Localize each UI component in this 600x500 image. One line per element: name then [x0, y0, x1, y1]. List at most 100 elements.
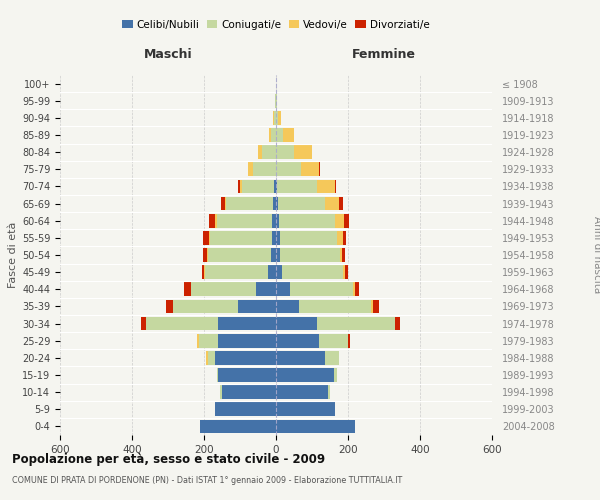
Bar — [215, 351, 276, 364]
Bar — [280, 231, 337, 244]
Bar — [299, 300, 371, 314]
Bar — [279, 214, 335, 228]
Bar — [202, 266, 204, 279]
Bar — [341, 248, 345, 262]
Bar — [276, 180, 277, 194]
Bar — [272, 231, 276, 244]
Bar — [395, 316, 400, 330]
Bar — [280, 248, 340, 262]
Bar — [328, 386, 330, 399]
Bar — [337, 231, 343, 244]
Text: Maschi: Maschi — [143, 48, 193, 62]
Text: Femmine: Femmine — [352, 48, 416, 62]
Bar — [197, 334, 199, 347]
Bar — [276, 196, 278, 210]
Bar — [345, 266, 349, 279]
Bar — [278, 111, 281, 124]
Bar — [276, 386, 328, 399]
Bar — [203, 248, 206, 262]
Bar — [253, 162, 276, 176]
Bar — [256, 282, 276, 296]
Bar — [339, 196, 343, 210]
Bar — [208, 351, 215, 364]
Bar — [166, 300, 173, 314]
Bar — [301, 162, 319, 176]
Bar — [278, 196, 325, 210]
Bar — [191, 282, 256, 296]
Bar — [275, 94, 276, 108]
Bar — [184, 282, 191, 296]
Bar — [220, 386, 222, 399]
Bar — [371, 300, 373, 314]
Bar — [222, 386, 276, 399]
Bar — [276, 214, 279, 228]
Bar — [224, 196, 226, 210]
Bar — [353, 282, 355, 296]
Bar — [325, 351, 339, 364]
Bar — [141, 316, 146, 330]
Bar — [276, 111, 278, 124]
Bar — [240, 180, 242, 194]
Bar — [373, 300, 379, 314]
Bar — [238, 180, 240, 194]
Bar — [340, 248, 341, 262]
Legend: Celibi/Nubili, Coniugati/e, Vedovi/e, Divorziati/e: Celibi/Nubili, Coniugati/e, Vedovi/e, Di… — [118, 16, 434, 34]
Bar — [294, 146, 312, 159]
Bar — [276, 316, 317, 330]
Bar — [274, 111, 276, 124]
Bar — [209, 214, 215, 228]
Bar — [211, 231, 272, 244]
Bar — [248, 162, 253, 176]
Bar — [146, 316, 218, 330]
Bar — [276, 146, 294, 159]
Bar — [206, 248, 208, 262]
Bar — [276, 282, 290, 296]
Bar — [317, 316, 395, 330]
Bar — [273, 196, 276, 210]
Bar — [334, 368, 337, 382]
Bar — [269, 128, 271, 142]
Bar — [290, 282, 353, 296]
Bar — [276, 94, 277, 108]
Bar — [218, 368, 276, 382]
Bar — [276, 300, 299, 314]
Bar — [268, 266, 276, 279]
Bar — [215, 214, 217, 228]
Bar — [335, 180, 337, 194]
Bar — [276, 128, 283, 142]
Bar — [217, 214, 272, 228]
Bar — [208, 248, 271, 262]
Bar — [271, 248, 276, 262]
Bar — [274, 180, 276, 194]
Bar — [217, 368, 218, 382]
Bar — [221, 196, 224, 210]
Bar — [276, 162, 301, 176]
Bar — [348, 334, 350, 347]
Bar — [271, 128, 276, 142]
Text: COMUNE DI PRATA DI PORDENONE (PN) - Dati ISTAT 1° gennaio 2009 - Elaborazione TU: COMUNE DI PRATA DI PORDENONE (PN) - Dati… — [12, 476, 402, 485]
Bar — [215, 402, 276, 416]
Bar — [203, 231, 209, 244]
Bar — [173, 300, 238, 314]
Bar — [276, 231, 280, 244]
Bar — [335, 214, 344, 228]
Bar — [262, 146, 276, 159]
Bar — [317, 180, 335, 194]
Bar — [242, 180, 274, 194]
Bar — [272, 214, 276, 228]
Bar — [325, 196, 339, 210]
Bar — [218, 334, 276, 347]
Bar — [205, 266, 268, 279]
Text: Popolazione per età, sesso e stato civile - 2009: Popolazione per età, sesso e stato civil… — [12, 452, 325, 466]
Bar — [319, 162, 320, 176]
Bar — [199, 334, 218, 347]
Y-axis label: Fasce di età: Fasce di età — [8, 222, 18, 288]
Bar — [276, 248, 280, 262]
Bar — [209, 231, 211, 244]
Bar — [276, 334, 319, 347]
Bar — [343, 266, 345, 279]
Bar — [206, 351, 208, 364]
Bar — [276, 420, 355, 434]
Bar — [258, 146, 262, 159]
Bar — [283, 128, 294, 142]
